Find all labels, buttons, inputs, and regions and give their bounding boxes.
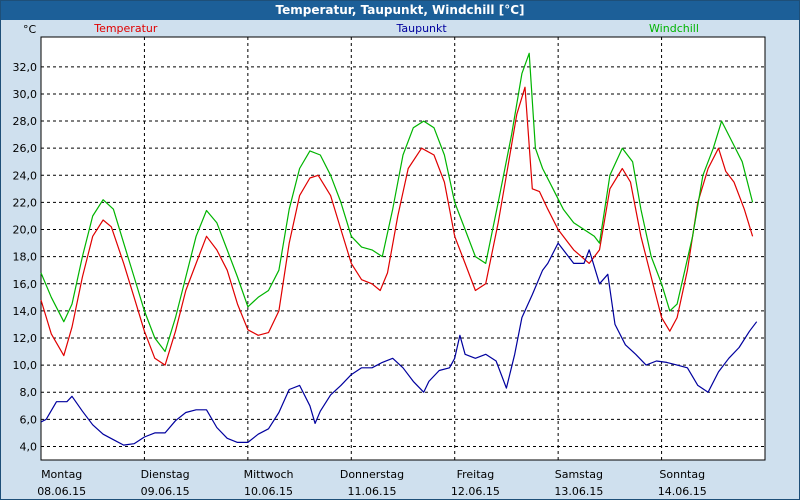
y-tick-label: 26,0 (13, 142, 38, 155)
x-tick-label-date: 11.06.15 (347, 485, 396, 498)
x-tick-label-date: 08.06.15 (37, 485, 86, 498)
series-layer (40, 52, 758, 446)
x-tick-label-day: Dienstag (141, 468, 190, 481)
series-line-temperatur (40, 86, 754, 366)
y-tick-label: 24,0 (13, 169, 38, 182)
y-tick-label: 8,0 (20, 386, 38, 399)
y-tick-label: 32,0 (13, 61, 38, 74)
legend: Temperatur Taupunkt Windchill (93, 22, 699, 35)
x-tick-label-date: 14.06.15 (658, 485, 707, 498)
x-tick-label-day: Samstag (555, 468, 603, 481)
y-tick-label: 18,0 (13, 251, 38, 264)
x-tick-label-date: 10.06.15 (244, 485, 293, 498)
y-axis-labels: 4,0 6,0 8,0 10,0 12,0 14,0 16,0 18,0 20,0 22,0 24,… (13, 61, 38, 454)
y-axis-unit-label: °C (23, 23, 37, 36)
x-tick-label-date: 13.06.15 (554, 485, 603, 498)
x-tick-label-day: Mittwoch (244, 468, 294, 481)
y-tick-label: 4,0 (20, 440, 38, 453)
legend-item-temperatur: Temperatur (93, 22, 158, 35)
y-tick-label: 20,0 (13, 224, 38, 237)
y-tick-label: 30,0 (13, 88, 38, 101)
y-tick-label: 12,0 (13, 332, 38, 345)
x-axis-labels: Montag 08.06.15 Dienstag 09.06.15 Mittwoch 10… (37, 468, 707, 498)
chart-title: Temperatur, Taupunkt, Windchill [°C] (1, 1, 799, 20)
y-tick-label: 16,0 (13, 278, 38, 291)
y-tick-label: 22,0 (13, 196, 38, 209)
y-tick-label: 14,0 (13, 305, 38, 318)
x-tick-label-day: Sonntag (659, 468, 705, 481)
y-tick-label: 10,0 (13, 359, 38, 372)
y-tick-label: 28,0 (13, 115, 38, 128)
x-tick-label-day: Freitag (457, 468, 495, 481)
legend-item-windchill: Windchill (649, 22, 699, 35)
plot-area (40, 36, 766, 461)
series-line-windchill (40, 52, 754, 353)
grid-lines (41, 37, 765, 460)
x-tick-label-day: Donnerstag (340, 468, 404, 481)
x-tick-label-day: Montag (41, 468, 82, 481)
legend-item-taupunkt: Taupunkt (395, 22, 447, 35)
x-tick-label-date: 12.06.15 (451, 485, 500, 498)
series-line-taupunkt (40, 242, 758, 446)
x-tick-label-date: 09.06.15 (141, 485, 190, 498)
chart-svg: 4,0 6,0 8,0 10,0 12,0 14,0 16,0 18,0 20,0 22,0 24,… (13, 22, 766, 498)
y-tick-label: 6,0 (20, 413, 38, 426)
